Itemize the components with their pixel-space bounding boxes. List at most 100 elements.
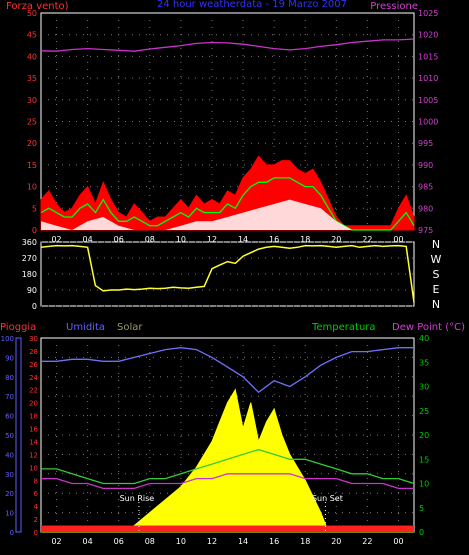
rain-tick-label: 2 bbox=[34, 516, 38, 524]
rain-tick-label: 8 bbox=[34, 477, 38, 485]
wind-direction-line bbox=[40, 244, 415, 303]
humidity-line bbox=[41, 347, 414, 394]
humidity-axis-bar bbox=[15, 337, 22, 533]
rain-tick-label: 28 bbox=[29, 348, 38, 356]
rain-tick-label: 24 bbox=[29, 374, 38, 382]
humidity-tick-label: 60 bbox=[5, 413, 14, 421]
temperature-tick-label: 25 bbox=[419, 407, 429, 416]
humidity-tick-label: 30 bbox=[5, 471, 14, 479]
pressure-line bbox=[40, 38, 415, 52]
y-right-tick-label: 1025 bbox=[418, 9, 438, 18]
y-left-tick-label: 10 bbox=[27, 183, 37, 192]
x-tick-label: 12 bbox=[207, 537, 217, 546]
y-right-tick-label: 975 bbox=[418, 226, 433, 235]
humidity-tick-label: 10 bbox=[5, 510, 14, 518]
temperature-line bbox=[41, 448, 415, 485]
x-tick-label: 16 bbox=[269, 235, 279, 244]
plot-frame-middle bbox=[40, 241, 415, 307]
y-right-tick-label: 980 bbox=[418, 204, 433, 213]
x-tick-label: 08 bbox=[145, 537, 155, 546]
wind-min-area bbox=[41, 199, 414, 230]
temp-humidity-panel: Pioggia Umidita Solar Temperatura Dew Po… bbox=[0, 322, 465, 546]
compass-label: N bbox=[432, 298, 440, 311]
temperature-label: Temperatura bbox=[311, 322, 376, 333]
temperature-tick-label: 0 bbox=[419, 528, 424, 537]
rain-tick-label: 4 bbox=[34, 503, 39, 511]
x-tick-label: 10 bbox=[176, 235, 186, 244]
temperature-tick-label: 5 bbox=[419, 504, 424, 513]
dew-point-line bbox=[41, 473, 414, 490]
x-tick-label: 04 bbox=[83, 537, 93, 546]
x-tick-label: 20 bbox=[331, 235, 341, 244]
humidity-tick-label: 100 bbox=[1, 335, 14, 343]
y-right-tick-label: 995 bbox=[418, 139, 433, 148]
compass-label: N bbox=[432, 238, 440, 251]
humidity-tick-label: 0 bbox=[10, 529, 14, 537]
x-tick-label: 18 bbox=[300, 235, 310, 244]
y-left-tick-label: 0 bbox=[32, 226, 37, 235]
temperature-tick-label: 40 bbox=[419, 334, 429, 343]
x-tick-label: 06 bbox=[114, 235, 124, 244]
dew-point-label: Dew Point (°C) bbox=[392, 322, 465, 333]
x-tick-label: 00 bbox=[393, 235, 403, 244]
y-right-tick-label: 1015 bbox=[418, 52, 438, 61]
pressure-label: Pressione bbox=[370, 1, 418, 12]
sunset-label: Sun Set bbox=[312, 494, 343, 503]
compass-label: W bbox=[431, 253, 442, 266]
panel-title: 24 hour weatherdata - 19 Marzo 2007 bbox=[157, 0, 347, 10]
sunrise-label: Sun Rise bbox=[120, 494, 155, 503]
rain-tick-label: 14 bbox=[29, 438, 38, 446]
solar-area bbox=[41, 388, 414, 533]
x-tick-label: 06 bbox=[114, 537, 124, 546]
y-right-tick-label: 1010 bbox=[418, 74, 438, 83]
rain-tick-label: 18 bbox=[29, 413, 38, 421]
wind-force-label: Forza vento) bbox=[6, 1, 69, 12]
humidity-label: Umidita bbox=[66, 322, 105, 333]
temperature-tick-label: 20 bbox=[419, 431, 429, 440]
y-tick-label: 180 bbox=[22, 270, 37, 279]
y-left-tick-label: 25 bbox=[27, 118, 37, 127]
x-tick-label: 02 bbox=[51, 537, 61, 546]
temperature-tick-label: 10 bbox=[419, 480, 429, 489]
x-tick-label: 02 bbox=[51, 235, 61, 244]
x-tick-label: 12 bbox=[207, 235, 217, 244]
compass-label: E bbox=[433, 283, 440, 296]
x-tick-label: 20 bbox=[331, 537, 341, 546]
rain-tick-label: 12 bbox=[29, 451, 38, 459]
rain-tick-label: 16 bbox=[29, 426, 38, 434]
x-tick-label: 00 bbox=[393, 537, 403, 546]
y-left-tick-label: 40 bbox=[27, 52, 37, 61]
rain-tick-label: 22 bbox=[29, 387, 38, 395]
x-tick-label: 18 bbox=[300, 537, 310, 546]
temperature-tick-label: 15 bbox=[419, 455, 429, 464]
y-left-tick-label: 20 bbox=[27, 139, 37, 148]
rain-label: Pioggia bbox=[0, 322, 36, 333]
y-tick-label: 270 bbox=[22, 254, 37, 263]
y-left-tick-label: 15 bbox=[27, 161, 37, 170]
x-tick-label: 16 bbox=[269, 537, 279, 546]
y-right-tick-label: 990 bbox=[418, 161, 433, 170]
solar-label: Solar bbox=[117, 322, 143, 333]
rain-tick-label: 0 bbox=[34, 529, 38, 537]
y-left-tick-label: 35 bbox=[27, 74, 37, 83]
x-tick-label: 22 bbox=[362, 235, 372, 244]
humidity-tick-label: 90 bbox=[5, 354, 14, 362]
wind-pressure-panel: Forza vento) 24 hour weatherdata - 19 Ma… bbox=[6, 0, 438, 244]
compass-label: S bbox=[433, 268, 440, 281]
temperature-tick-label: 30 bbox=[419, 383, 429, 392]
humidity-tick-label: 50 bbox=[5, 432, 14, 440]
y-left-tick-label: 45 bbox=[27, 31, 37, 40]
y-tick-label: 360 bbox=[22, 238, 37, 247]
x-tick-label: 10 bbox=[176, 537, 186, 546]
x-tick-label: 22 bbox=[362, 537, 372, 546]
temperature-tick-label: 35 bbox=[419, 358, 429, 367]
y-tick-label: 0 bbox=[32, 302, 37, 311]
rain-bar bbox=[41, 525, 414, 532]
x-tick-label: 14 bbox=[238, 235, 248, 244]
y-right-tick-label: 1005 bbox=[418, 96, 438, 105]
rain-tick-label: 26 bbox=[29, 361, 38, 369]
rain-tick-label: 30 bbox=[29, 335, 38, 343]
humidity-tick-label: 70 bbox=[5, 393, 14, 401]
humidity-tick-label: 20 bbox=[5, 490, 14, 498]
